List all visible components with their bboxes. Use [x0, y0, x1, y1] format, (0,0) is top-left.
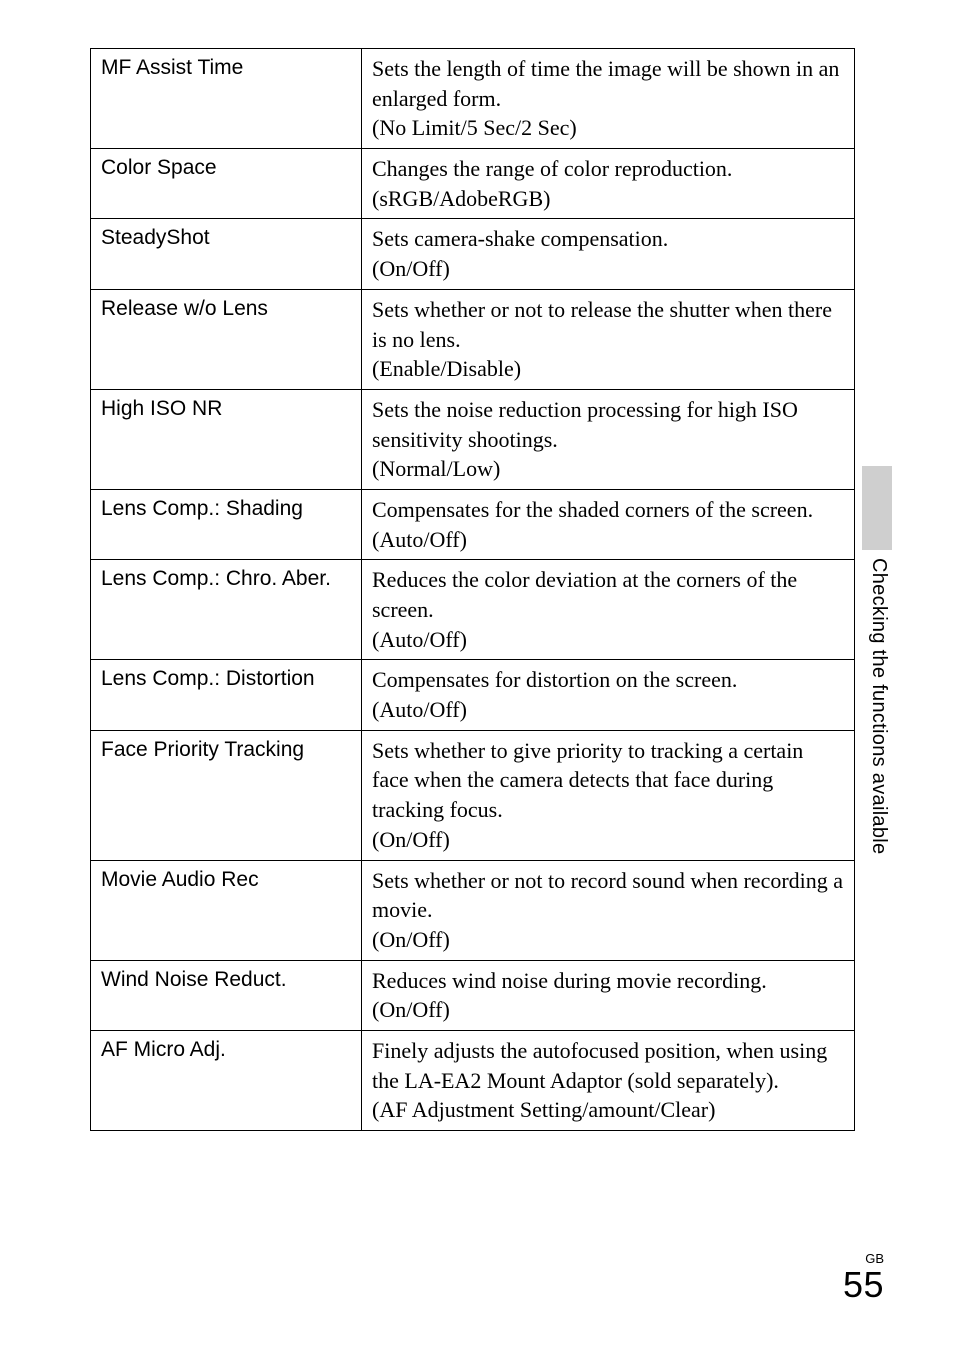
setting-label: Lens Comp.: Distortion	[91, 660, 362, 730]
setting-description: Reduces wind noise during movie recordin…	[362, 960, 855, 1030]
settings-table-body: MF Assist TimeSets the length of time th…	[91, 49, 855, 1131]
side-tab-shade	[862, 466, 892, 550]
table-row: Lens Comp.: DistortionCompensates for di…	[91, 660, 855, 730]
setting-description: Reduces the color deviation at the corne…	[362, 560, 855, 660]
setting-label: Lens Comp.: Chro. Aber.	[91, 560, 362, 660]
table-row: Lens Comp.: ShadingCompensates for the s…	[91, 489, 855, 559]
setting-label: Lens Comp.: Shading	[91, 489, 362, 559]
side-tab: Checking the functions available	[862, 466, 892, 966]
setting-description: Sets whether or not to release the shutt…	[362, 289, 855, 389]
setting-description: Compensates for distortion on the screen…	[362, 660, 855, 730]
setting-description: Sets whether or not to record sound when…	[362, 860, 855, 960]
table-row: Lens Comp.: Chro. Aber.Reduces the color…	[91, 560, 855, 660]
page-footer: GB 55	[843, 1252, 884, 1303]
setting-label: Release w/o Lens	[91, 289, 362, 389]
page: MF Assist TimeSets the length of time th…	[0, 0, 954, 1345]
setting-description: Compensates for the shaded corners of th…	[362, 489, 855, 559]
setting-description: Sets the noise reduction processing for …	[362, 389, 855, 489]
setting-label: AF Micro Adj.	[91, 1030, 362, 1130]
setting-label: MF Assist Time	[91, 49, 362, 149]
setting-label: Movie Audio Rec	[91, 860, 362, 960]
table-row: Movie Audio RecSets whether or not to re…	[91, 860, 855, 960]
table-row: Color SpaceChanges the range of color re…	[91, 149, 855, 219]
setting-description: Sets camera-shake compensation.(On/Off)	[362, 219, 855, 289]
setting-label: Color Space	[91, 149, 362, 219]
table-row: Face Priority TrackingSets whether to gi…	[91, 730, 855, 860]
table-row: High ISO NRSets the noise reduction proc…	[91, 389, 855, 489]
table-row: AF Micro Adj.Finely adjusts the autofocu…	[91, 1030, 855, 1130]
setting-description: Changes the range of color reproduction.…	[362, 149, 855, 219]
setting-description: Sets whether to give priority to trackin…	[362, 730, 855, 860]
setting-description: Finely adjusts the autofocused position,…	[362, 1030, 855, 1130]
table-row: Release w/o LensSets whether or not to r…	[91, 289, 855, 389]
setting-description: Sets the length of time the image will b…	[362, 49, 855, 149]
setting-label: Wind Noise Reduct.	[91, 960, 362, 1030]
table-row: Wind Noise Reduct.Reduces wind noise dur…	[91, 960, 855, 1030]
setting-label: Face Priority Tracking	[91, 730, 362, 860]
setting-label: High ISO NR	[91, 389, 362, 489]
settings-table: MF Assist TimeSets the length of time th…	[90, 48, 855, 1131]
table-row: SteadyShotSets camera-shake compensation…	[91, 219, 855, 289]
side-tab-text: Checking the functions available	[867, 558, 890, 854]
table-row: MF Assist TimeSets the length of time th…	[91, 49, 855, 149]
footer-page-number: 55	[843, 1264, 884, 1305]
setting-label: SteadyShot	[91, 219, 362, 289]
